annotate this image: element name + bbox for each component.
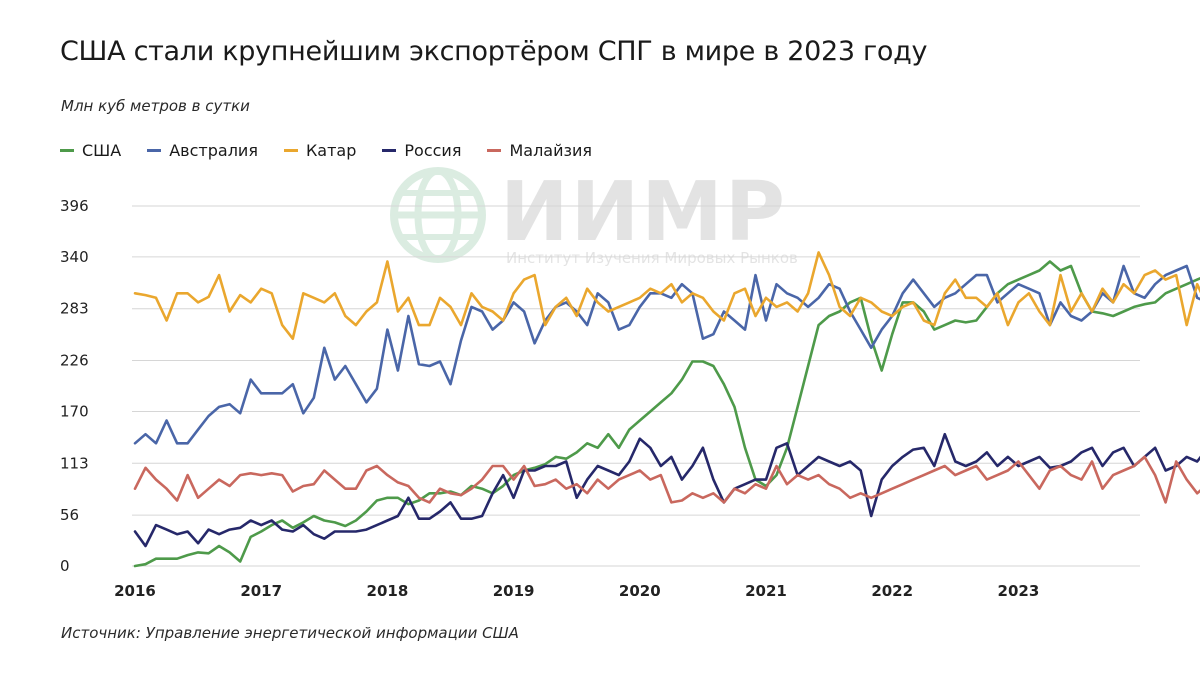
x-tick-label: 2023 [998, 582, 1040, 600]
legend-swatch [382, 149, 397, 152]
legend-label: Малайзия [509, 141, 593, 160]
watermark-logo: ИИМР Институт Изучения Мировых Рынков [388, 165, 828, 275]
y-tick-label: 283 [60, 300, 89, 318]
legend-item: Австралия [147, 141, 258, 160]
legend-swatch [487, 149, 502, 152]
y-tick-label: 0 [60, 557, 70, 575]
x-tick-label: 2021 [745, 582, 787, 600]
y-axis-units-label: Млн куб метров в сутки [61, 97, 250, 115]
legend: США Австралия Катар Россия Малайзия [60, 141, 592, 160]
x-tick-label: 2019 [493, 582, 535, 600]
y-tick-label: 340 [60, 248, 89, 266]
legend-item: Россия [382, 141, 461, 160]
x-tick-label: 2022 [871, 582, 913, 600]
legend-item: Малайзия [487, 141, 592, 160]
legend-swatch [283, 149, 298, 152]
legend-label: Россия [404, 141, 462, 160]
series-line-Малайзия [133, 455, 1200, 504]
chart-title: США стали крупнейшим экспортёром СПГ в м… [60, 36, 928, 67]
watermark-text: ИИМР [500, 165, 787, 260]
x-tick-label: 2017 [240, 582, 282, 600]
x-tick-label: 2018 [367, 582, 409, 600]
legend-label: США [82, 141, 122, 160]
legend-item: США [60, 141, 121, 160]
series-line-Катар [133, 251, 1200, 341]
legend-swatch [60, 149, 74, 152]
legend-item: Катар [283, 141, 357, 160]
watermark-subtitle: Институт Изучения Мировых Рынков [506, 249, 798, 267]
legend-swatch [147, 149, 162, 152]
y-tick-label: 113 [60, 454, 89, 472]
y-tick-label: 56 [60, 506, 79, 524]
series-line-США [133, 260, 1200, 568]
y-tick-label: 396 [60, 197, 89, 215]
y-tick-label: 226 [60, 352, 89, 370]
legend-label: Австралия [169, 141, 258, 160]
y-tick-label: 170 [60, 402, 89, 420]
source-note: Источник: Управление энергетической инфо… [61, 624, 519, 642]
globe-icon [390, 167, 486, 263]
x-tick-label: 2020 [619, 582, 661, 600]
legend-label: Катар [305, 141, 357, 160]
x-tick-label: 2016 [114, 582, 156, 600]
